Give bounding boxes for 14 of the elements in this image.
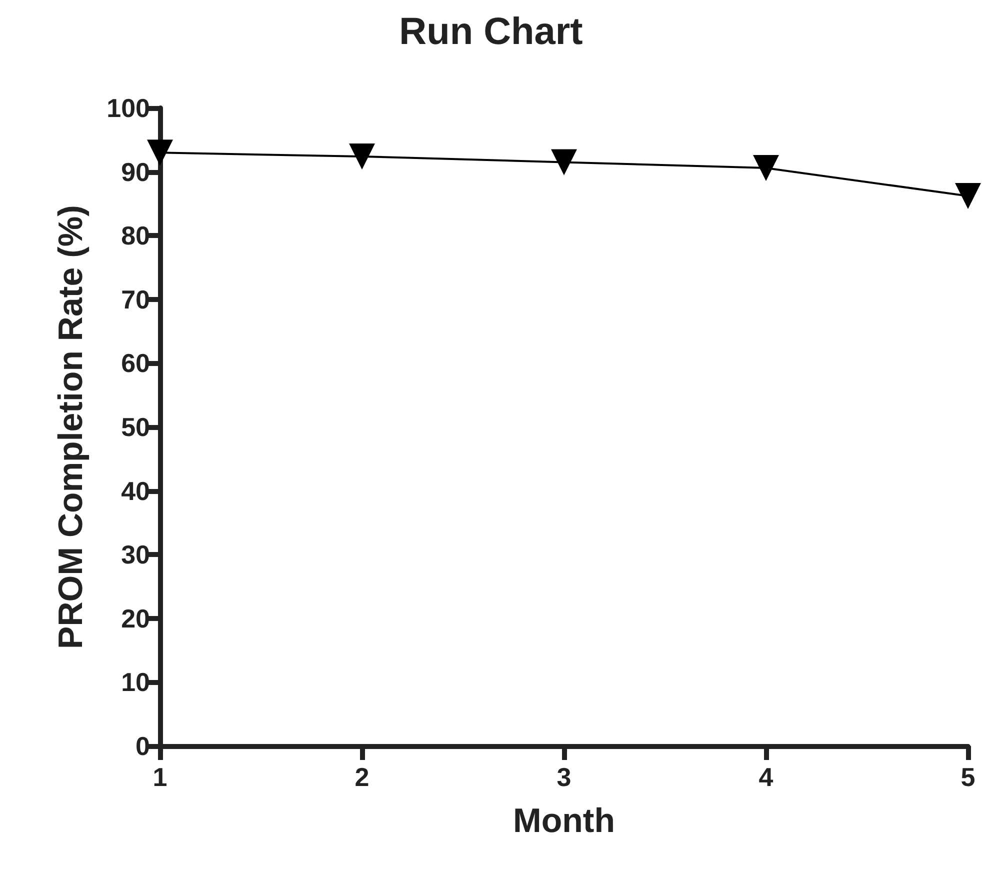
x-tick-label: 5 bbox=[960, 762, 976, 792]
point bbox=[955, 183, 981, 210]
x-tick-label: 2 bbox=[354, 762, 370, 792]
point bbox=[753, 154, 779, 181]
point bbox=[551, 149, 577, 176]
point bbox=[349, 143, 375, 170]
x-tick-label: 4 bbox=[758, 762, 774, 792]
x-tick-label: 1 bbox=[152, 762, 168, 792]
chart-title: Run Chart bbox=[399, 11, 584, 53]
y-axis-title: PROM Completion Rate (%) bbox=[52, 205, 90, 649]
x-tick-label: 3 bbox=[556, 762, 572, 792]
point bbox=[147, 140, 173, 166]
x-axis-title: Month bbox=[513, 802, 615, 840]
y-tick-label: 100 bbox=[106, 93, 150, 123]
